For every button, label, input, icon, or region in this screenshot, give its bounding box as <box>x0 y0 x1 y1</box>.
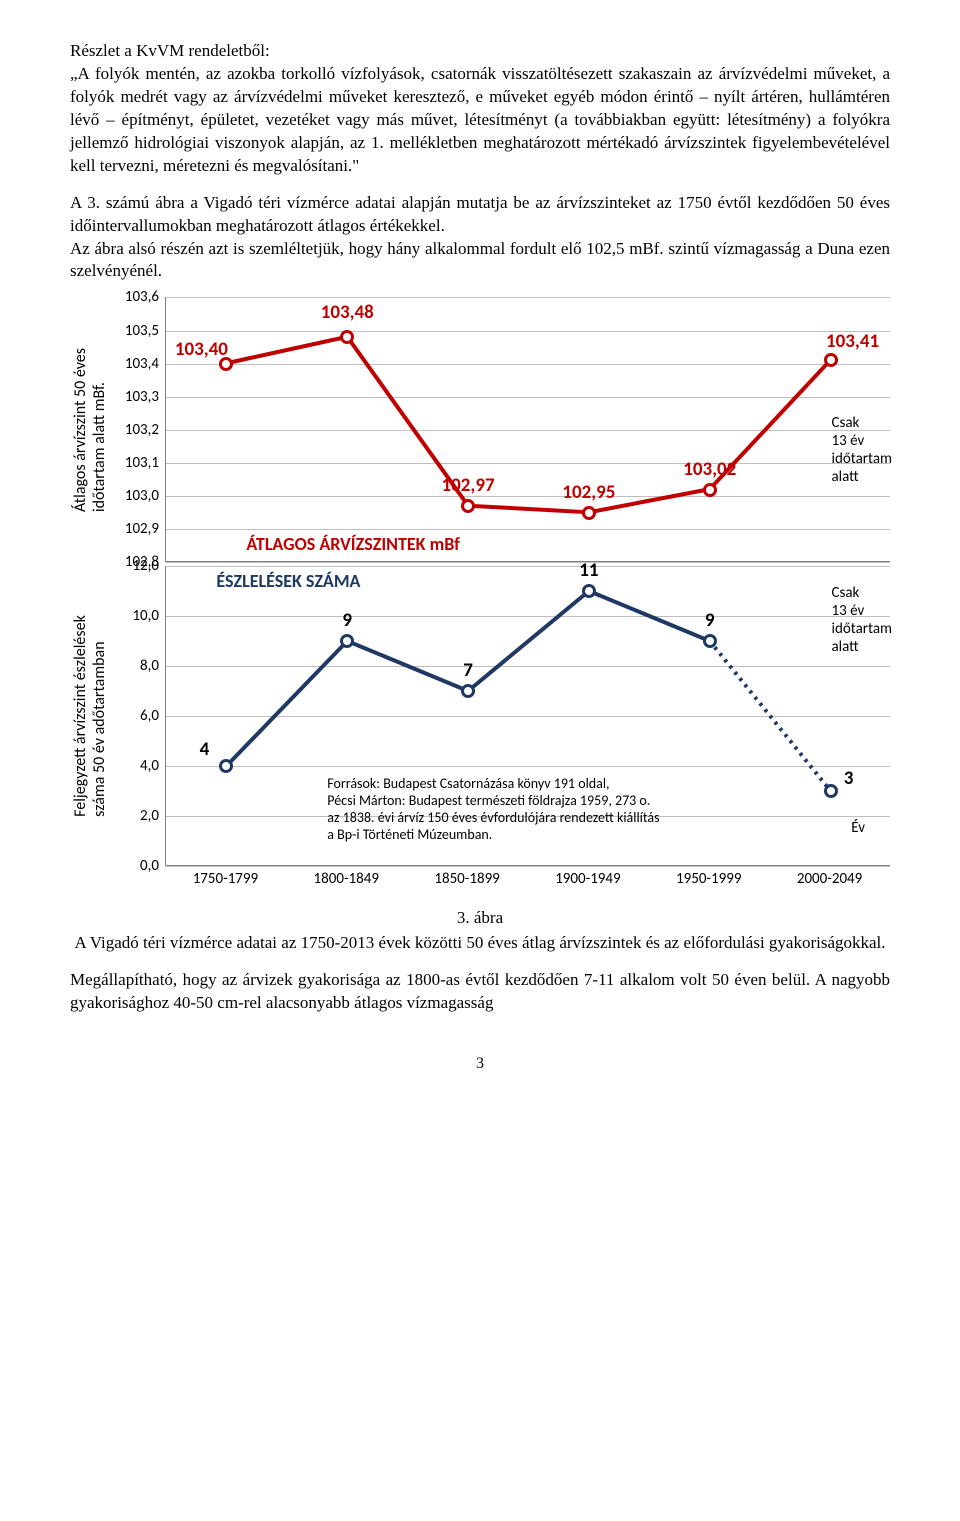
data-marker <box>340 330 354 344</box>
figure-number: 3. ábra <box>70 908 890 928</box>
ytick-label: 103,3 <box>125 388 159 406</box>
data-label: 103,40 <box>175 338 228 361</box>
ytick-label: 8,0 <box>140 657 159 675</box>
data-label: 7 <box>463 659 473 682</box>
top-annotation: Csak 13 év időtartam alatt <box>832 414 893 486</box>
figure-caption: A Vigadó téri vízmérce adatai az 1750-20… <box>70 932 890 955</box>
data-label: 103,02 <box>683 458 736 481</box>
data-label: 4 <box>200 738 210 761</box>
ytick-label: 2,0 <box>140 807 159 825</box>
ytick-label: 102,9 <box>125 520 159 538</box>
data-label: 3 <box>844 767 854 790</box>
bottom-chart-area: 4971193ÉSZLELÉSEK SZÁMACsak 13 év időtar… <box>165 566 890 866</box>
bottom-ev-label: Év <box>851 819 865 837</box>
data-marker <box>582 584 596 598</box>
bottom-yaxis-label: Feljegyzett árvízszint észlelések száma … <box>70 566 110 866</box>
ytick-label: 4,0 <box>140 757 159 775</box>
data-label: 9 <box>342 609 352 632</box>
data-label: 11 <box>579 559 598 582</box>
top-chart: Átlagos árvízszint 50 éves időtartam ala… <box>70 297 890 562</box>
ytick-label: 6,0 <box>140 707 159 725</box>
data-marker <box>703 483 717 497</box>
data-label: 9 <box>705 609 715 632</box>
data-label: 103,41 <box>826 330 879 353</box>
figure-3: Átlagos árvízszint 50 éves időtartam ala… <box>70 297 890 888</box>
ytick-label: 103,4 <box>125 355 159 373</box>
top-chart-area: 103,40 103,48 102,97 102,95 103,02 103,41 ÁTLA… <box>165 297 890 562</box>
top-series-title: ÁTLAGOS ÁRVÍZSZINTEK mBf <box>246 533 459 555</box>
xtick-label: 1850-1899 <box>407 870 528 888</box>
bottom-chart: Feljegyzett árvízszint észlelések száma … <box>70 566 890 866</box>
data-label: 102,97 <box>442 474 495 497</box>
bottom-annotation: Csak 13 év időtartam alatt <box>832 584 893 656</box>
paragraph-3: Megállapítható, hogy az árvizek gyakoris… <box>70 969 890 1015</box>
heading: Részlet a KvVM rendeletből: <box>70 40 890 63</box>
data-marker <box>582 506 596 520</box>
data-label: 102,95 <box>562 481 615 504</box>
data-label: 103,48 <box>321 301 374 324</box>
ytick-label: 0,0 <box>140 857 159 875</box>
ytick-label: 103,5 <box>125 322 159 340</box>
xtick-label: 2000-2049 <box>769 870 890 888</box>
ytick-label: 10,0 <box>132 607 159 625</box>
xtick-label: 1900-1949 <box>527 870 648 888</box>
ytick-label: 103,2 <box>125 421 159 439</box>
ytick-label: 12,0 <box>132 557 159 575</box>
data-marker <box>824 784 838 798</box>
xtick-label: 1750-1799 <box>165 870 286 888</box>
ytick-label: 103,6 <box>125 288 159 306</box>
quote-paragraph: „A folyók mentén, az azokba torkolló víz… <box>70 63 890 178</box>
bottom-series-title: ÉSZLELÉSEK SZÁMA <box>216 570 360 592</box>
bottom-source-text: Források: Budapest Csatornázása könyv 19… <box>327 776 659 843</box>
data-marker <box>703 634 717 648</box>
paragraph-2b: Az ábra alsó részén azt is szemléltetjük… <box>70 238 890 284</box>
bottom-yticks: 12,010,08,06,04,02,00,0 <box>110 566 165 866</box>
data-marker <box>824 353 838 367</box>
ytick-label: 103,0 <box>125 487 159 505</box>
xtick-label: 1950-1999 <box>648 870 769 888</box>
paragraph-2a: A 3. számú ábra a Vigadó téri vízmérce a… <box>70 192 890 238</box>
xaxis: 1750-17991800-18491850-18991900-19491950… <box>165 870 890 888</box>
data-marker <box>461 499 475 513</box>
data-marker <box>461 684 475 698</box>
top-yaxis-label: Átlagos árvízszint 50 éves időtartam ala… <box>70 297 110 562</box>
top-yticks: 103,6103,5103,4103,3103,2103,1103,0102,9… <box>110 297 165 562</box>
data-marker <box>340 634 354 648</box>
xtick-label: 1800-1849 <box>286 870 407 888</box>
page-number: 3 <box>70 1055 890 1073</box>
ytick-label: 103,1 <box>125 454 159 472</box>
